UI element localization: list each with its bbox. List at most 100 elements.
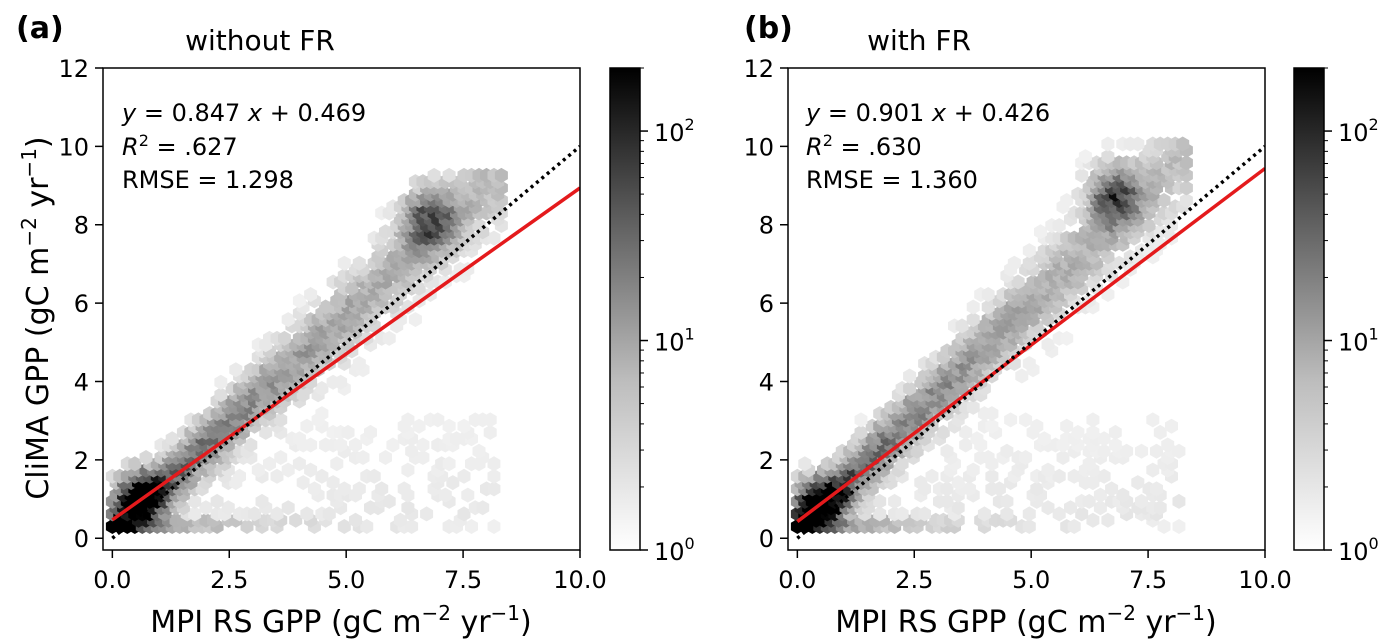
- x-tick-label-b: 2.5: [895, 566, 933, 594]
- hexbin-cell-a: [401, 412, 415, 428]
- hexbin-cell-b: [1146, 462, 1160, 478]
- hexbin-cell-b: [1172, 443, 1186, 459]
- y-tick-label-a: 10: [58, 133, 89, 161]
- hexbin-cell-b: [1060, 193, 1074, 208]
- x-axis-ticks-a: 0.0 2.5 5.0 7.5 10.0: [93, 550, 607, 594]
- hexbin-cell-b: [966, 299, 980, 315]
- hexbin-cell-a: [270, 506, 284, 522]
- hexbin-cell-b: [1131, 136, 1145, 152]
- y-tick-label-a: 2: [74, 447, 89, 475]
- hexbin-cell-a: [483, 424, 497, 440]
- hexbin-cell-a: [274, 412, 288, 428]
- hexbin-cell-a: [304, 462, 318, 478]
- hexbin-cell-a: [401, 462, 415, 478]
- hexbin-cell-a: [300, 418, 314, 434]
- hexbin-cell-a: [165, 431, 179, 447]
- hexbin-cell-b: [959, 437, 973, 453]
- hexbin-cell-b: [1022, 356, 1036, 371]
- hexbin-cell-a: [341, 424, 355, 440]
- hexbin-cell-b: [959, 424, 973, 440]
- x-tick-label-b: 5.0: [1012, 566, 1050, 594]
- hexbin-cell-b: [918, 506, 931, 522]
- hexbin-cell-a: [352, 255, 366, 271]
- hexbin-cell-a: [289, 512, 303, 528]
- hexbin-cell-a: [322, 506, 336, 522]
- hexbin-cell-b: [1082, 493, 1096, 509]
- hexbin-cell-a: [487, 230, 501, 246]
- hexbin-cell-b: [1011, 274, 1025, 290]
- y-tick-label-b: 10: [743, 133, 774, 161]
- r2-b: R2 = .630: [806, 131, 922, 161]
- hexbin-cell-a: [334, 374, 348, 390]
- colorbar-tick-label-b: 100: [1338, 534, 1379, 566]
- hexbin-cell-b: [1052, 468, 1066, 484]
- hexbin-cell-a: [304, 437, 318, 453]
- hexbin-cell-a: [472, 443, 486, 459]
- hexbin-cell-b: [1161, 437, 1175, 453]
- hexbin-cell-a: [210, 493, 224, 509]
- hexbin-cell-b: [992, 481, 1006, 497]
- hexbin-cell-b: [1153, 500, 1167, 516]
- hexbin-cell-b: [1019, 412, 1033, 428]
- hexbin-cell-b: [854, 412, 868, 428]
- panel-label-b: (b): [744, 11, 793, 46]
- hexbin-cell-a: [300, 506, 314, 522]
- hexbin-cell-b: [1105, 481, 1119, 497]
- hexbin-cell-a: [442, 456, 456, 472]
- hexbin-cell-a: [427, 167, 441, 183]
- hexbin-cell-a: [457, 506, 471, 522]
- hexbin-cell-b: [1157, 193, 1171, 208]
- hexbin-cell-a: [487, 468, 501, 484]
- hexbin-cell-a: [274, 450, 288, 465]
- hexbin-cell-b: [1108, 437, 1122, 453]
- hexbin-cell-b: [1086, 424, 1100, 440]
- panel-title-b: with FR: [867, 24, 971, 57]
- plot-frame-a: [102, 67, 581, 551]
- hexbin-cell-a: [472, 218, 486, 233]
- hexbin-cell-b: [1075, 167, 1089, 183]
- hexbin-cell-b: [1086, 512, 1100, 528]
- y-axis-ticks-b: 0 2 4 6 8 10 12: [743, 55, 788, 553]
- hexbin-cell-b: [1022, 506, 1036, 522]
- hexbin-cell-a: [431, 412, 445, 428]
- y-tick-label-a: 0: [74, 525, 89, 553]
- hexbin-cell-b: [1093, 500, 1107, 516]
- hexbin-layer-b: [790, 136, 1193, 534]
- hexbin-cell-b: [873, 493, 887, 509]
- plot-frame-b: [787, 67, 1266, 551]
- colorbar-ticks-b: 100 101 102: [1324, 67, 1379, 566]
- hexbin-cell-b: [895, 506, 909, 522]
- hexbin-cell-b: [1172, 493, 1186, 509]
- hexbin-cell-b: [1135, 443, 1148, 459]
- hexbin-cell-b: [1022, 519, 1036, 534]
- rmse-b: RMSE = 1.360: [806, 166, 978, 194]
- x-tick-label-a: 7.5: [444, 566, 482, 594]
- hexbin-cell-b: [1034, 224, 1047, 240]
- hexbin-cell-b: [955, 318, 969, 334]
- hexbin-cell-b: [1097, 443, 1111, 459]
- hexbin-cell-a: [408, 312, 422, 328]
- colorbar-a: 100 101 102: [609, 67, 695, 566]
- hexbin-cell-b: [798, 456, 812, 472]
- y-tick-label-a: 12: [58, 55, 89, 83]
- hexbin-cell-b: [1015, 368, 1029, 384]
- hexbin-cell-a: [337, 519, 351, 534]
- hexbin-cell-b: [1101, 136, 1115, 152]
- colorbar-tick-label-b: 101: [1338, 325, 1379, 357]
- hexbin-cell-a: [352, 356, 366, 371]
- hexbin-cell-b: [1060, 418, 1074, 434]
- hexbin-cell-a: [457, 468, 471, 484]
- hexbin-cell-a: [487, 456, 501, 472]
- hexbin-cell-a: [420, 506, 434, 522]
- hexbin-cell-b: [1179, 193, 1193, 208]
- hexbin-cell-b: [1052, 218, 1066, 233]
- y-tick-label-a: 6: [74, 290, 89, 318]
- hexbin-cell-b: [1179, 155, 1193, 171]
- x-tick-label-a: 10.0: [553, 566, 606, 594]
- panel-title-a: without FR: [185, 24, 335, 57]
- hexbin-cell-a: [457, 418, 471, 434]
- hexbin-cell-a: [465, 519, 478, 534]
- hexbin-cell-a: [259, 424, 273, 440]
- hexbin-cell-a: [315, 468, 329, 484]
- hexbin-cell-a: [416, 450, 430, 465]
